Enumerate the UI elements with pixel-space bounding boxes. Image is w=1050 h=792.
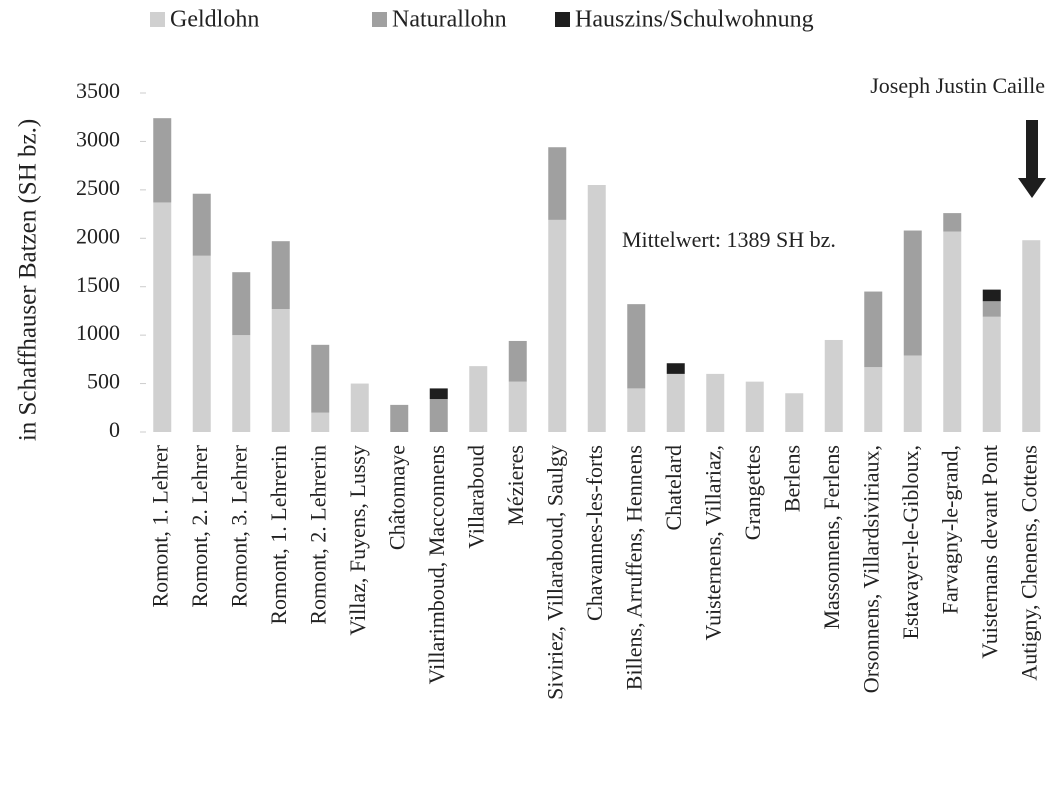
bar-segment <box>943 213 962 232</box>
bar-segment <box>982 301 1001 317</box>
x-tick-label: Orsonnens, Villardsiviriaux, <box>858 445 883 693</box>
bar-segment <box>311 412 330 432</box>
y-tick-label: 1000 <box>76 320 120 345</box>
x-tick-label: Villarimboud, Macconnens <box>424 445 449 684</box>
bar-segment <box>785 393 804 432</box>
y-axis-label: in Schaffhauser Batzen (SH bz.) <box>15 119 42 441</box>
annotation: Mittelwert: 1389 SH bz. <box>622 227 836 252</box>
y-tick-label: 3500 <box>76 78 120 103</box>
x-tick-label: Billens, Arruffens, Hennens <box>621 445 646 690</box>
y-tick-label: 0 <box>109 417 120 442</box>
bar-segment <box>627 304 646 389</box>
bar-segment <box>745 381 764 432</box>
bar-segment <box>903 230 922 356</box>
legend-swatch <box>372 12 387 27</box>
bar-segment <box>903 355 922 432</box>
bar-segment <box>587 185 606 432</box>
x-tick-label: Vuisternens, Villariaz, <box>700 445 725 641</box>
x-tick-label: Villaraboud <box>463 445 488 549</box>
bar-segment <box>232 272 251 336</box>
x-tick-label: Romont, 2. Lehrer <box>187 444 212 607</box>
bar-segment <box>864 291 883 368</box>
legend-label: Hauszins/Schulwohnung <box>575 7 814 33</box>
y-tick-label: 500 <box>87 369 120 394</box>
x-tick-label: Siviriez, Villaraboud, Saulgy <box>542 445 567 700</box>
y-tick-label: 1500 <box>76 272 120 297</box>
bar-segment <box>706 373 725 432</box>
bar-segment <box>192 193 211 256</box>
x-tick-label: Massonnens, Ferlens <box>819 445 844 630</box>
bar-segment <box>508 381 527 432</box>
x-tick-label: Grangettes <box>740 445 765 540</box>
legend-swatch <box>150 12 165 27</box>
bar-segment <box>666 363 685 374</box>
x-tick-label: Châtonnaye <box>384 445 409 550</box>
x-tick-label: Romont, 3. Lehrer <box>226 444 251 607</box>
x-tick-label: Chatelard <box>661 445 686 531</box>
bar-segment <box>271 241 290 309</box>
x-tick-label: Romont, 1. Lehrer <box>147 444 172 607</box>
bar-segment <box>1022 240 1041 432</box>
x-tick-label: Romont, 1. Lehrerin <box>266 445 291 625</box>
x-tick-label: Estavayer-le-Gibloux, <box>898 445 923 639</box>
bar-segment <box>429 388 448 400</box>
bar-segment <box>666 373 685 432</box>
bar-segment <box>508 340 527 382</box>
arrow <box>1018 120 1046 198</box>
bar-segment <box>627 388 646 432</box>
bar-segment <box>824 339 843 432</box>
y-tick-label: 3000 <box>76 126 120 151</box>
bar-segment <box>548 147 567 220</box>
legend-label: Geldlohn <box>170 7 259 33</box>
bar-segment <box>153 202 172 432</box>
bar-segment <box>350 383 369 432</box>
bar-segment <box>311 344 330 413</box>
bar-segment <box>153 118 172 203</box>
x-tick-label: Chavannes-les-forts <box>582 445 607 621</box>
bar-segment <box>548 219 567 432</box>
bar-segment <box>982 316 1001 432</box>
bar-segment <box>232 335 251 432</box>
bar-segment <box>390 404 409 432</box>
x-tick-label: Berlens <box>779 445 804 512</box>
bar-segment <box>982 289 1001 302</box>
y-tick-label: 2500 <box>76 175 120 200</box>
x-tick-label: Vuisternans devant Pont <box>977 445 1002 659</box>
bar-segment <box>192 255 211 432</box>
bar-segment <box>429 399 448 432</box>
x-tick-label: Farvagny-le-grand, <box>937 445 962 614</box>
y-tick-label: 2000 <box>76 223 120 248</box>
x-tick-label: Villaz, Fuyens, Lussy <box>345 445 370 636</box>
bar-segment <box>864 367 883 432</box>
bar-segment <box>469 366 488 432</box>
legend-label: Naturallohn <box>392 7 507 33</box>
x-tick-label: Romont, 2. Lehrerin <box>305 445 330 625</box>
bar-segment <box>943 231 962 432</box>
x-tick-label: Autigny, Chenens, Cottens <box>1016 445 1041 681</box>
x-tick-label: Mézieres <box>503 445 528 526</box>
bar-segment <box>271 308 290 432</box>
legend-swatch <box>555 12 570 27</box>
annotation: Joseph Justin Caille <box>870 73 1045 98</box>
